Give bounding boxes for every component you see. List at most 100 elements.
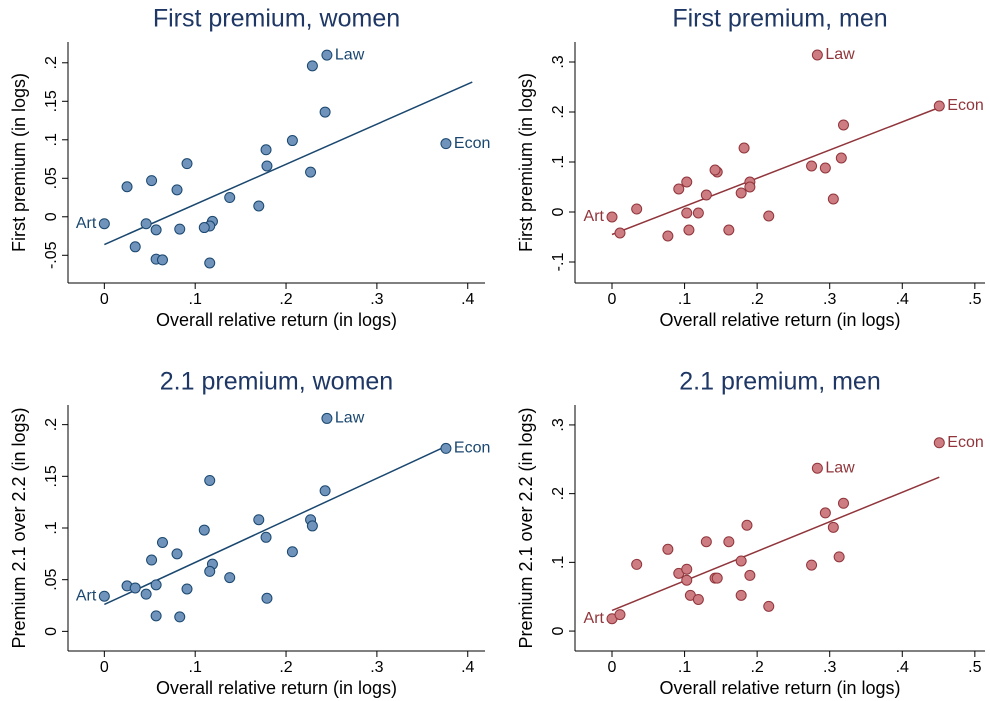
x-tick-label: .3 [370,291,383,308]
point [129,582,141,594]
x-tick-label: .4 [461,659,474,676]
x-tick-label: 0 [100,291,109,308]
point [181,583,193,595]
x-axis-title: Overall relative return (in logs) [156,310,397,330]
point [811,49,823,61]
x-axis-title: Overall relative return (in logs) [659,310,900,330]
y-tick-label: 0 [550,207,567,216]
point [683,224,695,236]
y-axis-title: Premium 2.1 over 2.2 (in logs) [9,407,29,648]
point [806,160,818,172]
point [735,589,747,601]
y-tick-label: -.05 [43,241,60,269]
point [631,203,643,215]
point-label: Art [76,587,97,604]
x-tick-label: .4 [461,291,474,308]
point [440,442,452,454]
fit-line [104,445,447,606]
panel-title: First premium, women [153,5,400,33]
x-tick-label: 0 [100,659,109,676]
point [819,162,831,174]
point [253,200,265,212]
y-tick-label: -.1 [550,253,567,272]
y-tick-label: 0 [550,627,567,636]
point [260,144,272,156]
point [150,579,162,591]
point [741,519,753,531]
point [700,536,712,548]
x-tick-label: .3 [370,659,383,676]
panel-title: 2.1 premium, men [679,368,880,396]
point [833,551,845,563]
point [224,192,236,204]
point [261,592,273,604]
x-axis-title: Overall relative return (in logs) [156,678,397,698]
x-tick-label: 0 [608,291,617,308]
point [738,142,750,154]
point [140,588,152,600]
point [171,548,183,560]
point [806,559,818,571]
point-label: Econ [947,434,983,451]
point-label: Econ [454,135,490,152]
y-tick-label: .1 [43,133,60,146]
y-tick-label: .3 [550,55,567,68]
y-axis-title: First premium (in logs) [516,73,536,252]
point [662,230,674,242]
point [692,207,704,219]
point [819,507,831,519]
y-tick-label: .15 [43,90,60,112]
y-tick-label: .15 [43,465,60,487]
point [837,119,849,131]
point [681,574,693,586]
y-tick-label: .3 [550,418,567,431]
point [306,60,318,72]
x-tick-label: .1 [678,659,691,676]
point [723,536,735,548]
point [181,158,193,170]
y-tick-label: .05 [43,568,60,590]
y-tick-label: .1 [550,556,567,569]
point [711,572,723,584]
point [606,211,618,223]
point [204,257,216,269]
point [204,565,216,577]
point [692,593,704,605]
point [681,176,693,188]
y-tick-label: .2 [550,105,567,118]
fit-line [611,106,940,236]
point [763,600,775,612]
x-axis-title: Overall relative return (in logs) [659,678,900,698]
x-tick-label: .1 [189,659,202,676]
x-tick-label: .1 [678,291,691,308]
point [261,160,273,172]
point [305,166,317,178]
fit-line [611,476,940,612]
point [198,222,210,234]
point-label: Econ [454,440,490,457]
point [121,181,133,193]
x-tick-label: .2 [279,291,292,308]
point [827,193,839,205]
y-tick-label: .05 [43,167,60,189]
panel-title: First premium, men [672,5,887,33]
point [260,531,272,543]
point [150,224,162,236]
point [171,184,183,196]
y-tick-label: .1 [43,521,60,534]
point [286,135,298,147]
point [709,164,721,176]
point-label: Econ [947,97,983,114]
point [224,572,236,584]
point [681,563,693,575]
point [319,106,331,118]
y-tick-label: .2 [43,418,60,431]
point [631,558,643,570]
point [614,227,626,239]
y-tick-label: .2 [550,487,567,500]
x-tick-label: .3 [823,659,836,676]
point [174,223,186,235]
point [204,474,216,486]
point [198,524,210,536]
